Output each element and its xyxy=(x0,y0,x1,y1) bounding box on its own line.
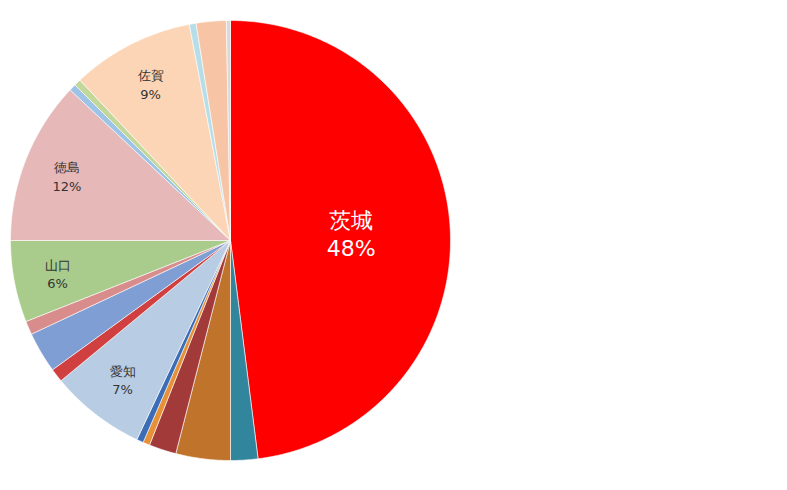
svg-text:茨城48%: 茨城48% xyxy=(327,208,376,262)
svg-text:徳島12%: 徳島12% xyxy=(52,160,81,193)
svg-text:愛知7%: 愛知7% xyxy=(110,364,136,397)
svg-text:山口6%: 山口6% xyxy=(45,258,71,291)
svg-text:佐賀9%: 佐賀9% xyxy=(138,68,164,101)
